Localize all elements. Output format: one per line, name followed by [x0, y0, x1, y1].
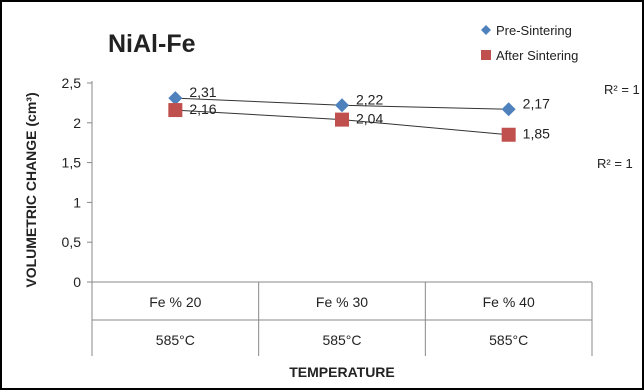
- x-category-label: Fe % 30: [316, 294, 368, 310]
- y-tick-label: 2: [73, 115, 81, 131]
- data-label: 2,31: [189, 84, 216, 100]
- legend-label: After Sintering: [496, 48, 578, 63]
- legend: Pre-Sintering After Sintering: [481, 23, 578, 63]
- data-point-diamond: [335, 98, 349, 113]
- x-category-sublabel: 585°C: [156, 332, 195, 348]
- data-label: 1,85: [523, 126, 550, 142]
- data-point-square: [168, 103, 183, 118]
- y-tick-label: 2,5: [62, 75, 82, 91]
- data-point-diamond: [501, 102, 516, 117]
- data-label: 2,22: [356, 91, 383, 107]
- x-category-label: Fe % 20: [149, 294, 201, 310]
- y-tick-label: 0: [73, 274, 81, 290]
- y-tick-labels: 0 0,5 1 1,5 2 2,5: [62, 75, 92, 290]
- x-axis-title: TEMPERATURE: [289, 364, 395, 380]
- data-label: 2,04: [356, 111, 383, 127]
- x-category-labels: Fe % 20 585°C Fe % 30 585°C Fe % 40 585°C: [149, 294, 535, 348]
- r2-label: R² = 1: [604, 82, 640, 97]
- data-point-square: [335, 112, 349, 127]
- axes: [91, 81, 593, 356]
- data-label: 2,16: [189, 101, 216, 117]
- legend-marker-diamond: [481, 25, 491, 35]
- legend-label: Pre-Sintering: [496, 23, 572, 38]
- legend-marker-square: [481, 50, 491, 60]
- y-tick-label: 1: [73, 194, 81, 210]
- y-tick-label: 0,5: [62, 234, 82, 250]
- data-point-diamond: [168, 91, 183, 106]
- chart-title: NiAl-Fe: [108, 30, 196, 58]
- x-category-sublabel: 585°C: [322, 332, 361, 348]
- r2-labels: R² = 1 R² = 1: [597, 82, 640, 171]
- y-tick-label: 1,5: [62, 155, 82, 171]
- r2-label: R² = 1: [597, 156, 633, 171]
- x-category-sublabel: 585°C: [489, 332, 528, 348]
- y-axis-title: VOLUMETRIC CHANGE (cm³): [23, 92, 39, 287]
- data-label: 2,17: [523, 95, 550, 111]
- data-point-square: [501, 127, 516, 142]
- series-group: 2,31 2,22 2,17 2,16 2,04 1,85: [168, 84, 550, 142]
- x-category-label: Fe % 40: [483, 294, 535, 310]
